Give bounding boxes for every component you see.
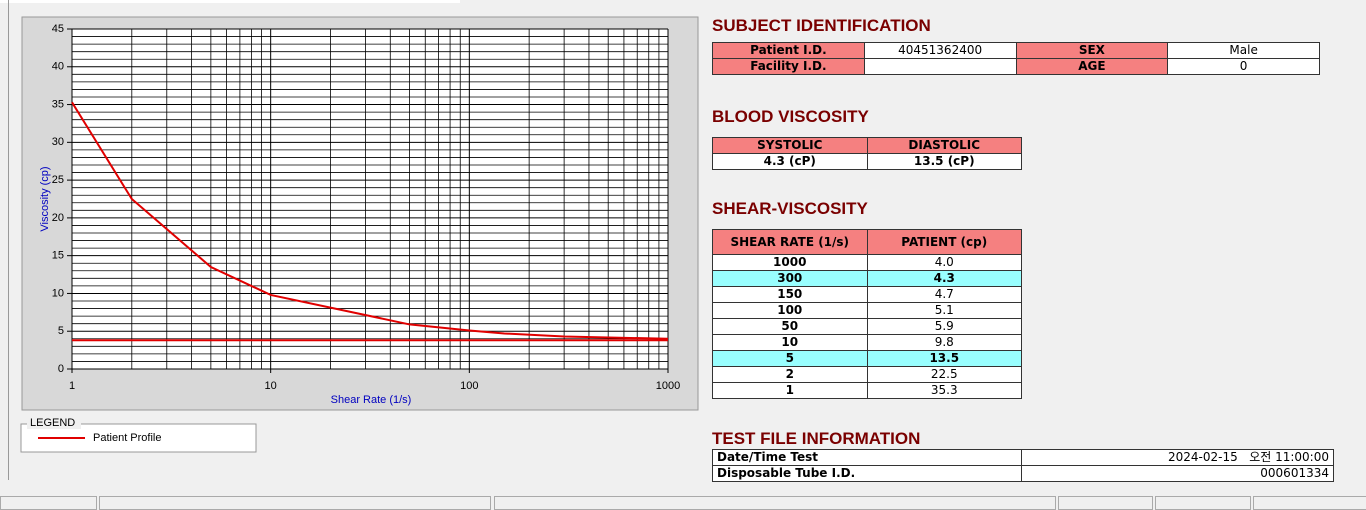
blood-table: SYSTOLIC DIASTOLIC 4.3 (cP) 13.5 (cP) (712, 137, 1022, 170)
patient-value: 13.5 (866, 350, 1022, 367)
patient-value: 35.3 (866, 382, 1022, 399)
legend-label: Patient Profile (93, 432, 161, 444)
plot-area (72, 29, 668, 369)
x-tick-label: 1 (69, 380, 75, 392)
shear-rate: 2 (712, 366, 868, 383)
x-tick-label: 100 (460, 380, 478, 392)
field-label: AGE (1015, 58, 1169, 75)
field-label: Date/Time Test (712, 449, 1022, 466)
shear-rate: 150 (712, 286, 868, 303)
y-tick-label: 35 (52, 98, 64, 110)
y-tick-label: 25 (52, 174, 64, 186)
table-row: SYSTOLIC DIASTOLIC (712, 137, 1022, 154)
field-label: Disposable Tube I.D. (712, 465, 1022, 482)
shear-rate: 10 (712, 334, 868, 351)
field-value: 0 (1167, 58, 1320, 75)
x-tick-label: 1000 (656, 380, 680, 392)
field-label: SEX (1015, 42, 1169, 59)
field-label: Patient I.D. (712, 42, 865, 59)
x-axis-title: Shear Rate (1/s) (331, 394, 412, 406)
header-cell: DIASTOLIC (866, 137, 1022, 154)
patient-value: 5.1 (866, 302, 1022, 319)
section-title: SHEAR-VISCOSITY (712, 199, 868, 218)
top-strip (0, 0, 460, 3)
left-border (8, 0, 9, 480)
table-row: 100 5.1 (712, 302, 1022, 319)
table-row: 10 9.8 (712, 334, 1022, 351)
section-title: SUBJECT IDENTIFICATION (712, 16, 931, 35)
patient-value: 4.0 (866, 254, 1022, 271)
table-row: 150 4.7 (712, 286, 1022, 303)
field-value: 000601334 (1021, 465, 1334, 482)
table-row: 5 13.5 (712, 350, 1022, 367)
table-row: 50 5.9 (712, 318, 1022, 335)
header-cell: PATIENT (cp) (866, 229, 1022, 255)
value-cell: 13.5 (cP) (866, 153, 1022, 170)
table-row: 4.3 (cP) 13.5 (cP) (712, 153, 1022, 170)
shear-rate: 1 (712, 382, 868, 399)
x-tick-label: 10 (265, 380, 277, 392)
legend-title-bg (27, 417, 81, 429)
shear-rate: 300 (712, 270, 868, 287)
y-tick-label: 10 (52, 287, 64, 299)
y-tick-label: 40 (52, 61, 64, 73)
shear-rate: 100 (712, 302, 868, 319)
field-value (863, 58, 1017, 75)
y-tick-label: 5 (58, 325, 64, 337)
section-title: BLOOD VISCOSITY (712, 107, 869, 126)
field-label: Facility I.D. (712, 58, 865, 75)
patient-value: 9.8 (866, 334, 1022, 351)
shear-table: SHEAR RATE (1/s) PATIENT (cp) 1000 4.0 300 4.… (712, 229, 1022, 399)
table-row: 2 22.5 (712, 366, 1022, 383)
test-table: Date/Time Test 2024-02-15 오전 11:00:00 Disp… (712, 449, 1334, 482)
y-tick-label: 0 (58, 363, 64, 375)
table-row: Date/Time Test 2024-02-15 오전 11:00:00 (712, 449, 1334, 466)
table-row: 1000 4.0 (712, 254, 1022, 271)
subject-table: Patient I.D. 40451362400 SEX Male Facility I… (712, 42, 1320, 75)
patient-value: 4.7 (866, 286, 1022, 303)
table-row: 300 4.3 (712, 270, 1022, 287)
y-tick-label: 30 (52, 136, 64, 148)
field-value: 2024-02-15 오전 11:00:00 (1021, 449, 1334, 466)
value-cell: 4.3 (cP) (712, 153, 868, 170)
table-row: 1 35.3 (712, 382, 1022, 399)
patient-value: 4.3 (866, 270, 1022, 287)
shear-rate: 50 (712, 318, 868, 335)
chart: Shear Rate (1/s) Viscosity (cp) LEGEND 0… (20, 16, 699, 453)
legend-title: LEGEND (30, 417, 75, 429)
section-title: TEST FILE INFORMATION (712, 429, 921, 448)
y-tick-label: 20 (52, 212, 64, 224)
patient-value: 22.5 (866, 366, 1022, 383)
line (71, 101, 669, 340)
patient-value: 5.9 (866, 318, 1022, 335)
table-row: Patient I.D. 40451362400 SEX Male (712, 42, 1320, 59)
y-axis-title: Viscosity (cp) (39, 166, 51, 231)
shear-rate: 1000 (712, 254, 868, 271)
header-cell: SYSTOLIC (712, 137, 868, 154)
y-tick-label: 15 (52, 250, 64, 262)
field-value: Male (1167, 42, 1320, 59)
header-cell: SHEAR RATE (1/s) (712, 229, 868, 255)
shear-rate: 5 (712, 350, 868, 367)
table-row: Facility I.D. AGE 0 (712, 58, 1320, 75)
field-value: 40451362400 (863, 42, 1017, 59)
table-row: Disposable Tube I.D. 000601334 (712, 465, 1334, 482)
y-tick-label: 45 (52, 23, 64, 35)
table-row: SHEAR RATE (1/s) PATIENT (cp) (712, 229, 1022, 255)
